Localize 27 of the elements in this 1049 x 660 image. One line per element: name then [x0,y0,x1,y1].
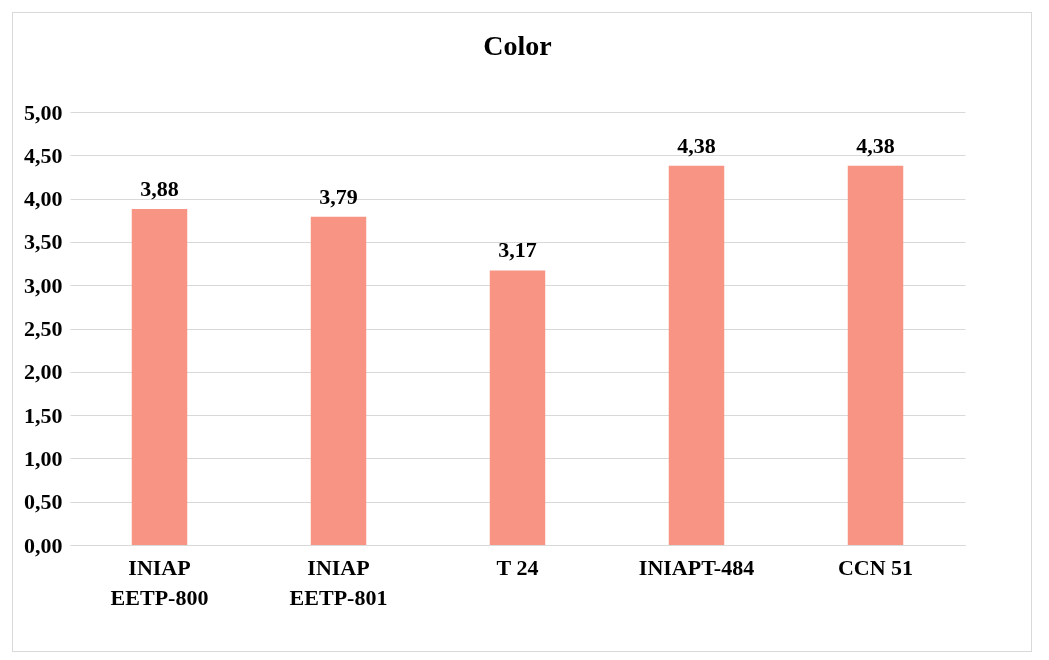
bar [847,165,904,545]
x-tick-label: CCN 51 [837,554,914,580]
data-label: 4,38 [856,132,895,158]
y-tick-label: 4,50 [24,142,63,168]
bar [668,165,725,545]
y-tick-label: 2,50 [24,316,63,341]
data-label: 3,79 [319,183,358,209]
data-label: 3,88 [140,175,179,201]
y-tick-label: 3,00 [24,272,63,298]
y-tick-label: 5,00 [24,99,63,125]
x-tick-label: INIAP EETP-800 [110,554,209,610]
y-tick-label: 1,00 [24,445,63,471]
y-tick-label: 4,00 [24,186,63,212]
x-tick-label: INIAPT-484 [638,554,755,580]
chart-title: Color [483,30,552,61]
data-label: 4,38 [677,132,716,158]
y-tick-label: 3,50 [24,229,63,255]
x-tick-label: T 24 [496,554,539,580]
bar [131,208,188,545]
bar [310,216,367,545]
bar [489,270,546,545]
y-tick-label: 0,50 [24,489,63,515]
y-tick-label: 0,00 [24,532,63,558]
data-label: 3,17 [498,237,537,263]
y-tick-label: 2,00 [24,359,63,385]
x-tick-label: INIAP EETP-801 [289,554,388,610]
y-tick-label: 1,50 [24,402,63,428]
